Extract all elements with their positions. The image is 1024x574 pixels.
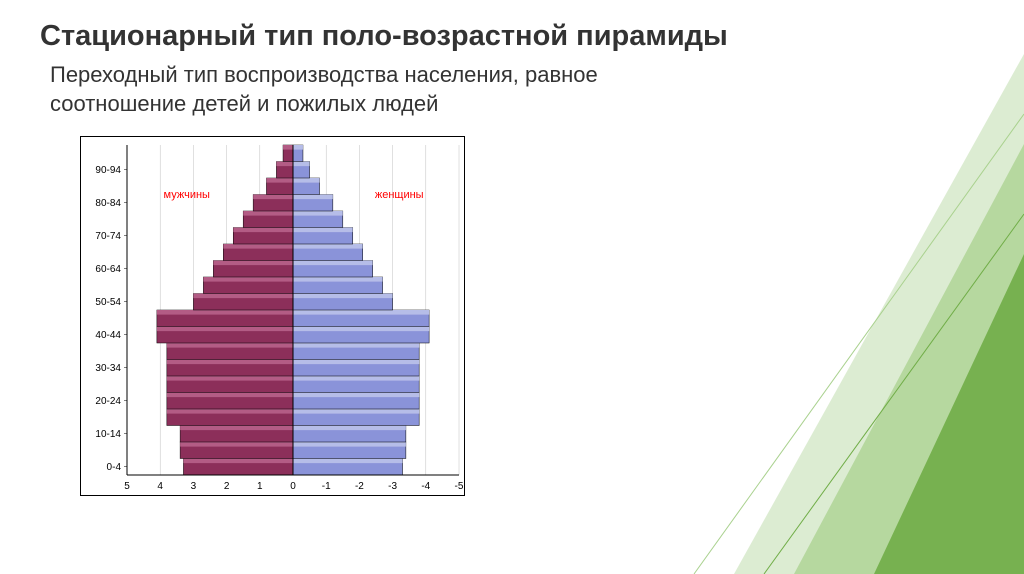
male-bar-highlight <box>283 145 293 150</box>
male-bar-highlight <box>266 178 293 183</box>
x-tick-label: -1 <box>322 481 331 492</box>
female-bar-highlight <box>293 178 320 183</box>
male-bar-highlight <box>243 211 293 216</box>
female-bar-highlight <box>293 442 406 447</box>
male-bar-highlight <box>167 343 293 348</box>
female-label: женщины <box>375 189 424 201</box>
decor-line-2 <box>764 214 1024 574</box>
male-bar-highlight <box>203 277 293 282</box>
male-bar-highlight <box>253 195 293 200</box>
male-bar-highlight <box>223 244 293 249</box>
slide: Стационарный тип поло-возрастной пирамид… <box>0 0 1024 574</box>
female-bar-highlight <box>293 228 353 233</box>
female-bar-highlight <box>293 393 419 398</box>
male-bar-highlight <box>167 376 293 381</box>
female-bar-highlight <box>293 294 393 299</box>
page-subtitle: Переходный тип воспроизводства населения… <box>50 61 730 118</box>
x-tick-label: 1 <box>257 481 263 492</box>
female-bar-highlight <box>293 459 403 464</box>
male-bar-highlight <box>183 459 293 464</box>
female-bar-highlight <box>293 426 406 431</box>
x-tick-label: -5 <box>455 481 464 492</box>
y-tick-label: 40-44 <box>95 330 121 341</box>
y-tick-label: 30-34 <box>95 363 121 374</box>
x-tick-label: -2 <box>355 481 364 492</box>
y-tick-label: 50-54 <box>95 297 121 308</box>
female-bar-highlight <box>293 327 429 332</box>
male-bar-highlight <box>157 310 293 315</box>
chart-svg: 5 4 3 2 1 0 -1 -2 -3 -4 -5 0-4 10-14 20-24 30-34 40-44 5… <box>81 137 466 497</box>
male-label: мужчины <box>164 189 210 201</box>
y-tick-label: 90-94 <box>95 165 121 176</box>
female-bar-highlight <box>293 343 419 348</box>
female-bar-highlight <box>293 360 419 365</box>
male-bar-highlight <box>233 228 293 233</box>
y-tick-label: 60-64 <box>95 264 121 275</box>
male-bar-highlight <box>167 393 293 398</box>
y-tick-label: 20-24 <box>95 396 121 407</box>
decor-triangle-front <box>874 254 1024 574</box>
male-bar-highlight <box>276 162 293 167</box>
decor-line-1 <box>694 114 1024 574</box>
y-tick-label: 10-14 <box>95 429 121 440</box>
y-tick-label: 70-74 <box>95 231 121 242</box>
decorative-triangles <box>644 54 1024 574</box>
female-bar-highlight <box>293 145 303 150</box>
female-bar-highlight <box>293 211 343 216</box>
male-bar-highlight <box>157 327 293 332</box>
male-bar-highlight <box>167 409 293 414</box>
female-bar-highlight <box>293 261 373 266</box>
male-bar-highlight <box>213 261 293 266</box>
female-bar-highlight <box>293 277 383 282</box>
x-tick-label: -4 <box>421 481 430 492</box>
y-tick-label: 80-84 <box>95 198 121 209</box>
population-pyramid-chart: 5 4 3 2 1 0 -1 -2 -3 -4 -5 0-4 10-14 20-24 30-34 40-44 5… <box>80 136 465 496</box>
decor-triangle-back <box>734 54 1024 574</box>
x-tick-label: 3 <box>191 481 197 492</box>
male-bar-highlight <box>180 442 293 447</box>
x-tick-label: -3 <box>388 481 397 492</box>
y-tick-label: 0-4 <box>107 462 122 473</box>
female-bar-highlight <box>293 376 419 381</box>
x-tick-label: 5 <box>124 481 130 492</box>
female-bar-highlight <box>293 244 363 249</box>
female-bar-highlight <box>293 409 419 414</box>
female-bar-highlight <box>293 310 429 315</box>
male-bar-highlight <box>193 294 293 299</box>
page-title: Стационарный тип поло-возрастной пирамид… <box>40 20 984 53</box>
x-tick-label: 4 <box>157 481 163 492</box>
x-tick-label: 2 <box>224 481 230 492</box>
female-bar-highlight <box>293 162 310 167</box>
male-bar-highlight <box>180 426 293 431</box>
male-bar-highlight <box>167 360 293 365</box>
x-tick-label: 0 <box>290 481 296 492</box>
female-bar-highlight <box>293 195 333 200</box>
decor-triangle-mid <box>794 144 1024 574</box>
